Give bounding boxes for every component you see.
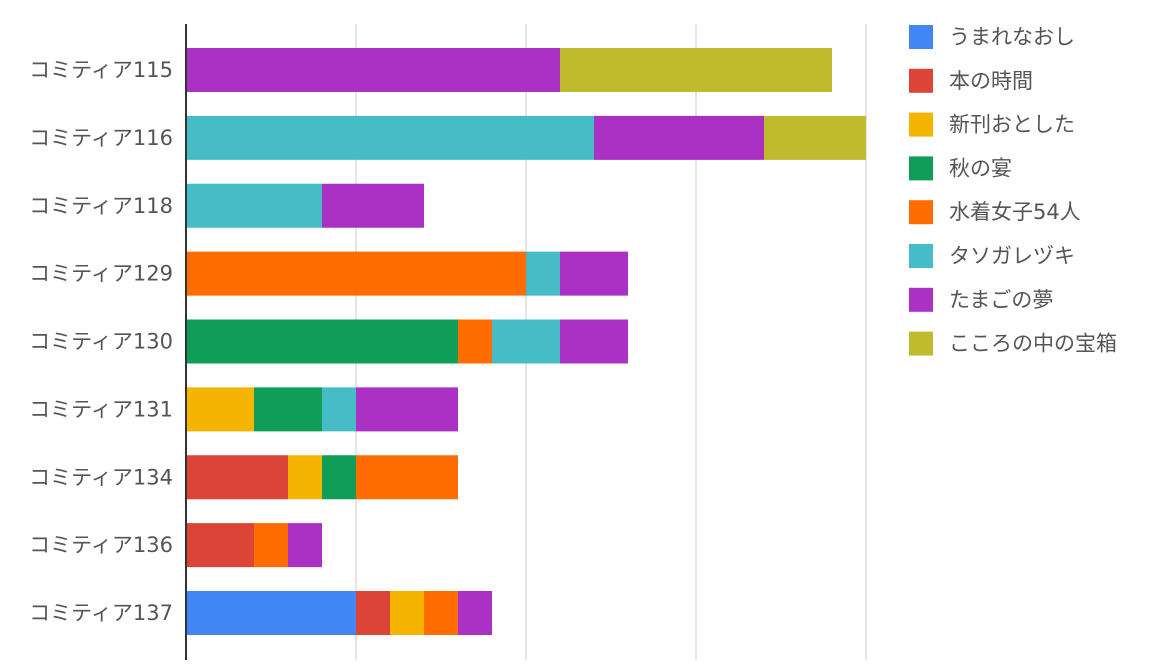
- bar-segment: [560, 251, 628, 296]
- legend-label: 水着女子54人: [949, 200, 1081, 224]
- legend-item: うまれなおし: [909, 25, 1075, 49]
- category-label: コミティア134: [29, 465, 173, 489]
- legend-item: 水着女子54人: [909, 200, 1081, 225]
- legend-item: 新刊おとした: [909, 112, 1075, 137]
- bar-segment: [356, 455, 458, 500]
- bar-segment: [322, 183, 424, 228]
- category-labels: コミティア115 コミティア116 コミティア118 コミティア129 コミティア130…: [29, 58, 173, 625]
- bar-segment: [186, 387, 254, 432]
- bar-segment: [458, 591, 492, 635]
- bar-segment: [186, 455, 288, 500]
- bar-segment: [322, 387, 356, 432]
- legend-swatch: [909, 25, 933, 49]
- legend-swatch: [909, 112, 933, 137]
- category-label: コミティア129: [29, 262, 173, 286]
- bar-segment: [186, 523, 254, 568]
- legend-label: タソガレヅキ: [949, 244, 1075, 268]
- legend-swatch: [909, 200, 933, 225]
- legend-item: たまごの夢: [909, 287, 1053, 312]
- bar-segment: [186, 115, 594, 160]
- bar-segment: [458, 319, 492, 364]
- legend-label: たまごの夢: [949, 288, 1053, 312]
- legend-item: タソガレヅキ: [909, 244, 1075, 268]
- bars: [186, 48, 866, 635]
- legend: うまれなおし本の時間新刊おとした秋の宴水着女子54人タソガレヅキたまごの夢こころ…: [909, 25, 1117, 356]
- bar-segment: [560, 48, 832, 92]
- legend-item: 秋の宴: [909, 156, 1012, 181]
- legend-item: 本の時間: [909, 68, 1033, 93]
- bar-segment: [322, 455, 356, 500]
- legend-swatch: [909, 244, 933, 268]
- bar-segment: [356, 591, 390, 635]
- bar-segment: [356, 387, 458, 432]
- bar-segment: [594, 115, 764, 160]
- legend-label: 本の時間: [949, 69, 1033, 93]
- bar-segment: [288, 523, 322, 568]
- bar-segment: [186, 48, 560, 92]
- legend-item: こころの中の宝箱: [909, 331, 1117, 356]
- bar-segment: [560, 319, 628, 364]
- bar-segment: [424, 591, 458, 635]
- legend-label: 秋の宴: [949, 156, 1012, 180]
- legend-label: 新刊おとした: [949, 113, 1075, 137]
- bar-segment: [288, 455, 322, 500]
- legend-label: こころの中の宝箱: [949, 332, 1117, 356]
- legend-swatch: [909, 156, 933, 181]
- legend-swatch: [909, 68, 933, 93]
- bar-segment: [764, 115, 866, 160]
- bar-segment: [186, 591, 356, 635]
- category-label: コミティア115: [29, 58, 173, 82]
- category-label: コミティア116: [29, 126, 173, 150]
- bar-segment: [254, 387, 322, 432]
- bar-segment: [186, 251, 526, 296]
- legend-label: うまれなおし: [949, 25, 1075, 49]
- category-label: コミティア136: [29, 533, 173, 557]
- bar-segment: [186, 319, 458, 364]
- legend-swatch: [909, 287, 933, 312]
- bar-segment: [186, 183, 322, 228]
- bar-segment: [390, 591, 424, 635]
- bar-segment: [492, 319, 560, 364]
- bar-segment: [526, 251, 560, 296]
- legend-swatch: [909, 331, 933, 356]
- category-label: コミティア130: [29, 330, 173, 354]
- category-label: コミティア137: [29, 601, 173, 625]
- bar-segment: [254, 523, 288, 568]
- category-label: コミティア118: [29, 194, 173, 218]
- category-label: コミティア131: [29, 397, 173, 421]
